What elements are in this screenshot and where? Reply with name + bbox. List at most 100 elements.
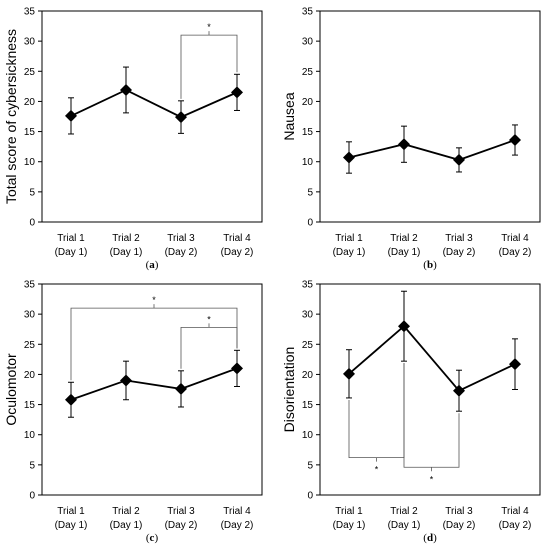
panel-label-close: ) xyxy=(433,532,437,544)
x-tick-label: Trial 4 (Day 2) xyxy=(499,233,532,258)
x-tick-label-line2: (Day 1) xyxy=(333,520,366,531)
y-tick-label: 15 xyxy=(302,400,314,411)
x-tick-label-line1: Trial 4 xyxy=(501,506,529,517)
significance-label: * xyxy=(375,465,379,475)
x-tick-label-line2: (Day 2) xyxy=(499,520,532,531)
panel-label: (b) xyxy=(423,259,437,271)
x-tick-label-line1: Trial 1 xyxy=(57,233,85,244)
data-point-diamond xyxy=(509,134,521,147)
y-tick-label: 30 xyxy=(24,37,36,48)
plot-frame xyxy=(41,10,263,223)
y-tick-label: 35 xyxy=(302,7,314,18)
x-tick-label: Trial 2 (Day 1) xyxy=(388,506,421,531)
x-tick-label-line2: (Day 1) xyxy=(110,520,143,531)
plot-frame xyxy=(41,283,263,496)
x-tick-label-line1: Trial 2 xyxy=(390,506,418,517)
data-point-diamond xyxy=(120,83,132,96)
y-tick-label: 20 xyxy=(24,97,36,108)
chart-panel-a: 0 5 10 15 20 25 30 35 Total score of cybersickne… xyxy=(3,7,263,271)
series-line xyxy=(70,367,238,401)
x-tick-label: Trial 4 (Day 2) xyxy=(499,506,532,531)
x-tick-label: Trial 2 (Day 1) xyxy=(110,506,143,531)
y-tick-label: 20 xyxy=(302,370,314,381)
significance-bracket xyxy=(403,363,460,468)
series-line xyxy=(70,88,238,119)
y-tick-label: 25 xyxy=(24,67,36,78)
y-tick-label: 30 xyxy=(24,310,36,321)
x-tick-label-line2: (Day 2) xyxy=(165,520,198,531)
y-axis-label: Disorientation xyxy=(281,347,297,433)
data-point-diamond xyxy=(231,362,243,375)
y-tick-label: 35 xyxy=(24,7,36,18)
data-point-diamond xyxy=(398,138,410,151)
significance-bracket xyxy=(70,307,238,381)
x-tick-label-line1: Trial 4 xyxy=(223,506,251,517)
data-point-diamond xyxy=(120,374,132,387)
y-tick-label: 25 xyxy=(302,340,314,351)
significance-label: * xyxy=(430,474,434,484)
x-tick-label: Trial 1 (Day 1) xyxy=(55,506,88,531)
x-tick-label: Trial 3 (Day 2) xyxy=(443,506,476,531)
y-tick-label: 0 xyxy=(307,491,313,502)
x-tick-label-line1: Trial 4 xyxy=(501,233,529,244)
panel-label: (a) xyxy=(146,259,159,271)
x-tick-label: Trial 1 (Day 1) xyxy=(333,506,366,531)
plot-frame xyxy=(319,10,541,223)
series-line xyxy=(348,139,516,161)
x-tick-label-line2: (Day 2) xyxy=(221,520,254,531)
data-point-diamond xyxy=(175,382,187,395)
data-point-diamond xyxy=(65,393,77,406)
x-tick-label-line1: Trial 3 xyxy=(167,506,195,517)
x-tick-label-line2: (Day 1) xyxy=(110,247,143,258)
x-tick-label-line2: (Day 1) xyxy=(333,247,366,258)
panel-label-letter: a xyxy=(149,259,155,271)
y-axis-label: Oculomotor xyxy=(3,353,19,426)
x-tick-label-line1: Trial 1 xyxy=(57,506,85,517)
y-axis-label: Nausea xyxy=(281,92,297,140)
y-tick-label: 5 xyxy=(29,187,35,198)
x-tick-label-line1: Trial 2 xyxy=(390,233,418,244)
x-tick-label-line2: (Day 2) xyxy=(499,247,532,258)
series-line xyxy=(348,324,516,392)
x-tick-label: Trial 1 (Day 1) xyxy=(333,233,366,258)
x-tick-label-line2: (Day 1) xyxy=(55,247,88,258)
y-tick-label: 15 xyxy=(24,400,36,411)
x-tick-label-line1: Trial 1 xyxy=(335,233,363,244)
significance-bracket xyxy=(180,327,238,369)
x-tick-label-line1: Trial 2 xyxy=(112,233,140,244)
y-tick-label: 10 xyxy=(302,157,314,168)
x-tick-label: Trial 2 (Day 1) xyxy=(110,233,143,258)
y-tick-label: 35 xyxy=(24,280,36,291)
significance-label: * xyxy=(207,22,211,32)
x-tick-label-line1: Trial 3 xyxy=(445,506,473,517)
data-point-diamond xyxy=(175,111,187,124)
y-tick-label: 0 xyxy=(307,218,313,229)
significance-label: * xyxy=(152,295,156,305)
panel-label-open: ( xyxy=(423,259,427,271)
data-point-diamond xyxy=(398,320,410,333)
data-point-diamond xyxy=(453,153,465,166)
data-point-diamond xyxy=(231,86,243,99)
y-tick-label: 35 xyxy=(302,280,314,291)
x-tick-label: Trial 2 (Day 1) xyxy=(388,233,421,258)
chart-panel-d: 0 5 10 15 20 25 30 35 Disorientation Trial 1 (Day … xyxy=(281,280,541,544)
x-tick-label-line1: Trial 3 xyxy=(445,233,473,244)
data-point-diamond xyxy=(65,109,77,122)
panel-label-letter: b xyxy=(427,259,433,271)
x-tick-label: Trial 4 (Day 2) xyxy=(221,506,254,531)
panel-label-close: ) xyxy=(154,532,158,544)
x-tick-label-line1: Trial 3 xyxy=(167,233,195,244)
y-tick-label: 5 xyxy=(307,460,313,471)
y-tick-label: 0 xyxy=(29,491,35,502)
significance-label: * xyxy=(207,314,211,324)
x-tick-label-line2: (Day 2) xyxy=(443,247,476,258)
panel-label-letter: d xyxy=(427,532,433,544)
x-tick-label-line1: Trial 2 xyxy=(112,506,140,517)
x-tick-label-line2: (Day 2) xyxy=(221,247,254,258)
significance-bracket xyxy=(348,363,405,459)
data-point-diamond xyxy=(343,151,355,164)
y-tick-label: 15 xyxy=(302,127,314,138)
y-tick-label: 5 xyxy=(29,460,35,471)
panel-label-close: ) xyxy=(155,259,159,271)
